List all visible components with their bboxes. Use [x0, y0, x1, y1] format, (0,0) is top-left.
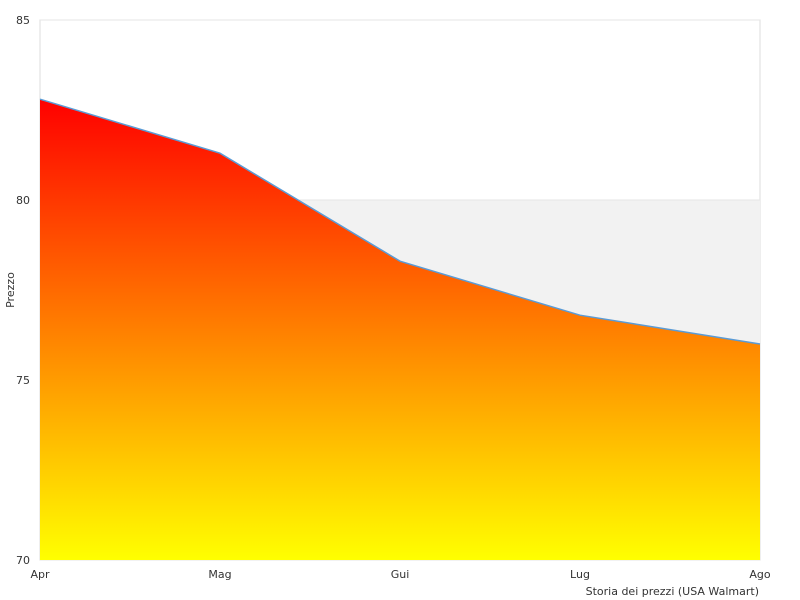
y-tick-label: 80: [16, 194, 30, 207]
y-tick-label: 85: [16, 14, 30, 27]
x-tick-label: Gui: [391, 568, 410, 581]
series-line: [39, 98, 761, 345]
y-tick-label: 70: [16, 554, 30, 567]
y-tick-label: 75: [16, 374, 30, 387]
x-tick-label: Ago: [749, 568, 771, 581]
x-tick-label: Mag: [208, 568, 231, 581]
x-tick-label: Apr: [30, 568, 50, 581]
x-axis-ticks: Apr Mag Gui Lug Ago: [30, 568, 770, 581]
y-axis-ticks: 70 75 80 85: [16, 14, 30, 567]
x-tick-label: Lug: [570, 568, 590, 581]
x-axis-title: Storia dei prezzi (USA Walmart): [586, 585, 759, 598]
series-area: [40, 99, 760, 560]
y-axis-title: Prezzo: [4, 272, 17, 308]
